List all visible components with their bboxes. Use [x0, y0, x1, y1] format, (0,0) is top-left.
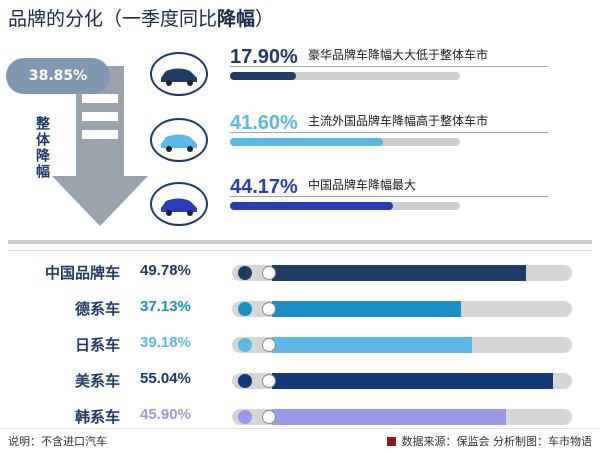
- category-rule: [230, 132, 548, 133]
- brand-dot-filled: [238, 266, 252, 280]
- footer-source: 数据来源：保监会 分析制图：车市物语: [386, 433, 593, 449]
- car-icon: [150, 182, 208, 226]
- car-icon: [150, 118, 208, 162]
- brand-dot-filled: [238, 410, 252, 424]
- category-row: 41.60% 主流外国品牌车降幅高于整体车市: [150, 108, 550, 168]
- brand-dot-open: [262, 338, 276, 352]
- brand-dot-open: [262, 410, 276, 424]
- brand-row: 德系车 37.13%: [0, 292, 600, 326]
- brand-value: 55.04%: [140, 370, 191, 387]
- category-row: 44.17% 中国品牌车降幅最大: [150, 172, 550, 232]
- category-bar: [230, 72, 296, 80]
- brand-bar: [272, 337, 472, 353]
- category-value: 17.90%: [230, 46, 298, 68]
- title-text: 品牌的分化（一季度同比: [8, 8, 218, 30]
- category-bar-track: [230, 72, 460, 80]
- overall-decline-label: 整体降幅: [34, 116, 50, 180]
- category-value: 44.17%: [230, 176, 298, 198]
- brand-name: 中国品牌车: [44, 264, 120, 282]
- brand-value: 45.90%: [140, 406, 191, 423]
- brand-dot-filled: [238, 302, 252, 316]
- title-close: ）: [255, 8, 275, 30]
- brand-dot-filled: [238, 338, 252, 352]
- brand-name: 日系车: [74, 336, 120, 354]
- brand-value: 37.13%: [140, 298, 191, 315]
- brand-bar: [272, 265, 526, 281]
- brand-dot-open: [262, 266, 276, 280]
- category-rule: [230, 196, 548, 197]
- brand-dot-open: [262, 374, 276, 388]
- section-divider-thin: [8, 250, 592, 251]
- brand-row: 美系车 55.04%: [0, 364, 600, 398]
- brand-bar: [272, 409, 507, 425]
- category-bar: [230, 138, 384, 146]
- category-label: 中国品牌车降幅最大: [308, 178, 417, 192]
- page-title: 品牌的分化（一季度同比降幅）: [8, 4, 274, 31]
- footer-source-text: 数据来源：保监会 分析制图：车市物语: [401, 435, 593, 448]
- category-value: 41.60%: [230, 112, 298, 134]
- category-label: 主流外国品牌车降幅高于整体车市: [308, 114, 489, 128]
- category-row: 17.90% 豪华品牌车降幅大大低于整体车市: [150, 42, 550, 102]
- category-bar: [230, 202, 393, 210]
- footer: 说明：不含进口汽车 数据来源：保监会 分析制图：车市物语: [0, 428, 600, 451]
- overall-decline-badge: 38.85%: [6, 58, 110, 94]
- brand-bar: [272, 373, 553, 389]
- brand-dot-open: [262, 302, 276, 316]
- section-divider: [8, 240, 592, 244]
- brand-row: 日系车 39.18%: [0, 328, 600, 362]
- brand-value: 39.18%: [140, 334, 191, 351]
- brand-name: 美系车: [74, 372, 120, 390]
- brand-name: 韩系车: [74, 408, 120, 426]
- source-marker: [386, 437, 396, 446]
- brand-dot-filled: [238, 374, 252, 388]
- car-icon: [150, 52, 208, 96]
- brand-bar: [272, 301, 462, 317]
- category-label: 豪华品牌车降幅大大低于整体车市: [308, 48, 489, 62]
- brand-row: 韩系车 45.90%: [0, 400, 600, 434]
- footer-note: 说明：不含进口汽车: [8, 435, 107, 448]
- title-bold: 降幅: [217, 8, 256, 30]
- category-rule: [230, 66, 548, 67]
- brand-value: 49.78%: [140, 262, 191, 279]
- brand-row: 中国品牌车 49.78%: [0, 256, 600, 290]
- brand-name: 德系车: [74, 300, 120, 318]
